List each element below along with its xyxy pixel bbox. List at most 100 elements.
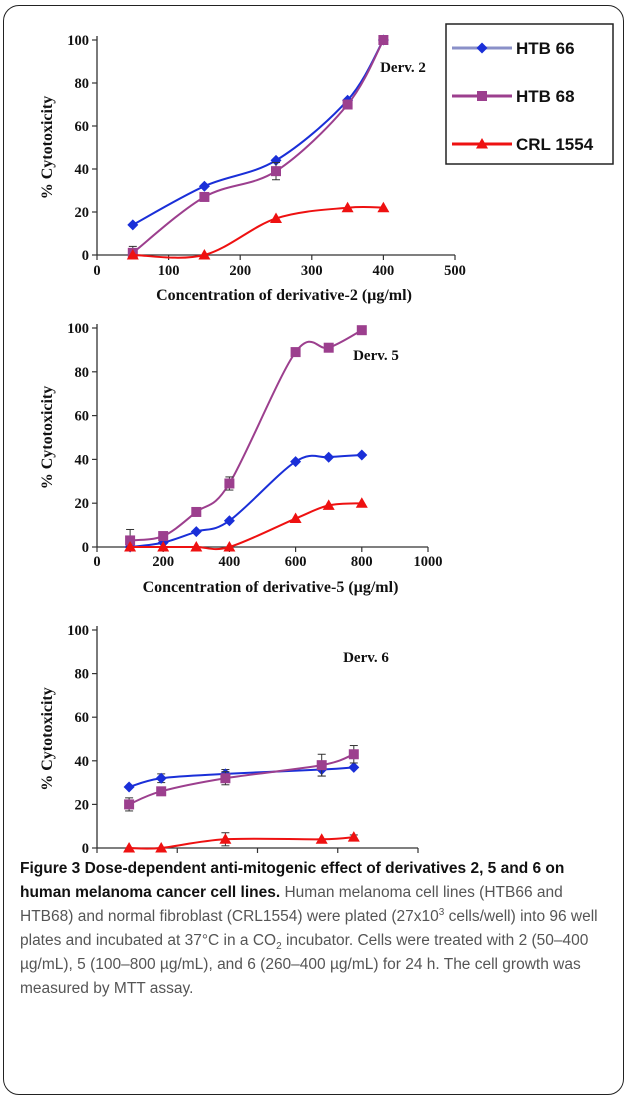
data-point — [223, 515, 235, 527]
panel-annotation: Derv. 2 — [380, 60, 426, 76]
caption-subscript: 2 — [276, 941, 282, 953]
caption-text-2: cells/well) into 96 well plates and incu… — [20, 908, 598, 949]
data-point — [356, 325, 367, 336]
data-point — [271, 166, 281, 177]
data-point — [156, 786, 167, 797]
data-point — [220, 773, 231, 784]
y-axis-label: % Cytotoxicity — [39, 386, 56, 490]
y-tick-label: 40 — [75, 162, 90, 178]
y-tick-label: 20 — [75, 496, 90, 512]
data-point — [341, 201, 354, 213]
x-tick-label: 500 — [444, 263, 466, 279]
legend-label: HTB 66 — [516, 39, 575, 58]
data-point — [124, 541, 137, 552]
series-square — [124, 745, 359, 812]
data-point — [190, 541, 203, 552]
data-point — [224, 478, 235, 489]
y-tick-label: 80 — [75, 667, 90, 683]
x-tick-label: 1000 — [414, 554, 443, 570]
data-point — [377, 201, 390, 213]
series-line — [132, 39, 385, 226]
data-point — [289, 512, 302, 524]
series-triangle — [123, 831, 360, 853]
y-tick-label: 20 — [75, 205, 90, 221]
data-point — [342, 99, 353, 110]
data-point — [316, 760, 327, 771]
series-triangle — [124, 497, 368, 552]
chart-panel-3: 020406080100240290340390440% Cytotoxicit… — [39, 623, 419, 855]
data-point — [290, 347, 301, 358]
data-point — [199, 191, 210, 202]
data-point — [356, 449, 368, 461]
x-tick-label: 0 — [93, 263, 100, 279]
data-point — [355, 497, 368, 508]
data-point — [270, 212, 282, 223]
data-point — [315, 833, 328, 844]
y-tick-label: 0 — [82, 540, 89, 556]
y-axis-label: % Cytotoxicity — [39, 687, 56, 791]
series-line — [132, 39, 385, 254]
data-point — [158, 531, 169, 542]
data-point — [223, 541, 236, 552]
y-axis-label: % Cytotoxicity — [39, 96, 56, 200]
y-tick-label: 60 — [75, 710, 90, 726]
chart-panel-1: 0 20 40 60 80 100 0 100 200 300 400 500 % Cytotoxici… — [39, 33, 466, 304]
data-point — [219, 833, 232, 844]
data-point — [198, 180, 210, 192]
x-tick-label: 100 — [158, 263, 180, 279]
y-tick-label: 100 — [67, 33, 89, 49]
y-tick-label: 0 — [82, 841, 89, 855]
data-point — [198, 249, 211, 260]
series-line — [132, 205, 384, 259]
caption-text-1: Human melanoma cell lines (HTB66 and HTB… — [20, 884, 563, 925]
data-point — [322, 499, 335, 510]
data-point — [290, 456, 302, 468]
panel-annotation: Derv. 5 — [353, 348, 399, 364]
x-tick-label: 800 — [351, 554, 373, 570]
x-tick-label: 200 — [229, 263, 251, 279]
series-square — [125, 325, 367, 548]
y-tick-label: 100 — [67, 321, 89, 337]
data-point — [347, 831, 360, 842]
y-tick-label: 80 — [75, 365, 90, 381]
data-point — [123, 781, 135, 793]
data-point — [190, 526, 202, 538]
x-axis-label: Concentration of derivative-2 (µg/ml) — [156, 287, 412, 304]
caption-superscript: 3 — [438, 906, 445, 918]
x-tick-label: 400 — [219, 554, 241, 570]
data-point — [348, 749, 359, 760]
data-point — [157, 541, 170, 552]
y-tick-label: 60 — [75, 409, 90, 425]
data-point — [125, 535, 136, 546]
legend: HTB 66 HTB 68 CRL 1554 — [445, 23, 614, 165]
y-tick-label: 80 — [75, 76, 90, 92]
y-tick-label: 40 — [75, 754, 90, 770]
figure-frame — [3, 5, 624, 1095]
data-point — [323, 342, 334, 353]
data-point — [191, 506, 202, 517]
y-tick-label: 0 — [82, 248, 89, 264]
x-tick-label: 300 — [301, 263, 323, 279]
data-point — [124, 799, 135, 810]
caption-lead: Figure 3 Dose-dependent anti-mitogenic e… — [20, 860, 565, 901]
figure-caption: Figure 3 Dose-dependent anti-mitogenic e… — [20, 857, 616, 1001]
x-tick-label: 400 — [373, 263, 395, 279]
data-point — [270, 154, 282, 166]
legend-label: HTB 68 — [516, 87, 575, 106]
data-point — [323, 451, 335, 463]
legend-marker — [477, 91, 487, 101]
legend-label: CRL 1554 — [516, 135, 594, 154]
y-tick-label: 100 — [67, 623, 89, 639]
x-tick-label: 0 — [93, 554, 100, 570]
y-tick-label: 60 — [75, 119, 90, 135]
legend-marker — [476, 42, 488, 54]
x-axis-label: Concentration of derivative-5 (µg/ml) — [143, 579, 399, 596]
data-point — [378, 35, 389, 45]
series-square — [127, 35, 389, 258]
x-tick-label: 200 — [152, 554, 174, 570]
data-point — [123, 842, 136, 853]
data-point — [348, 761, 360, 773]
